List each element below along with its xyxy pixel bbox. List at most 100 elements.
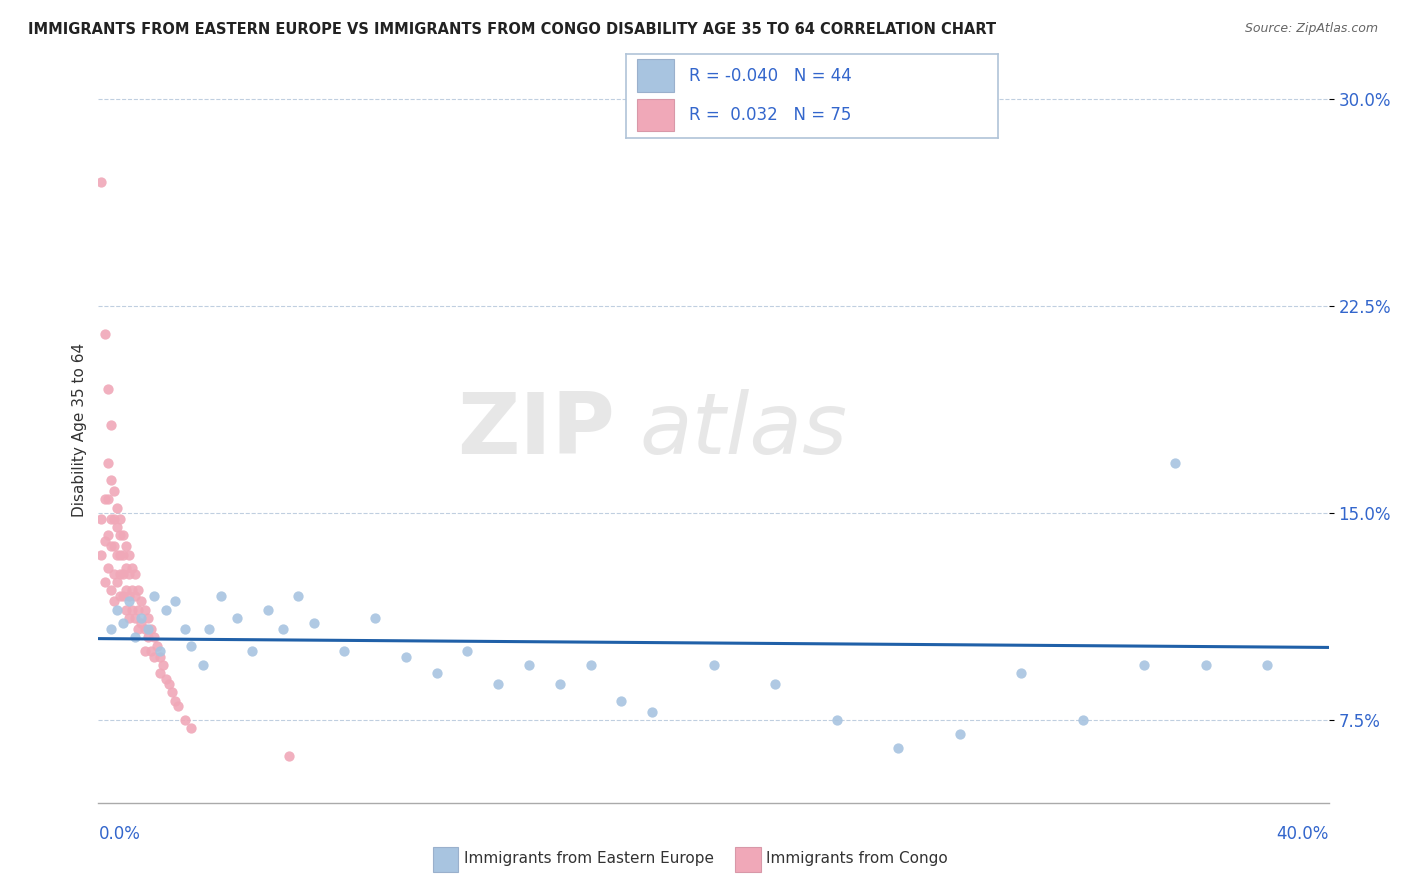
Point [517,657,540,672]
Point [131,611,153,625]
Point [579,657,602,672]
Point [142,589,165,603]
Point [108,528,131,542]
Point [121,561,143,575]
Text: 40.0%: 40.0% [1277,825,1329,843]
Point [167,699,190,714]
Point [486,677,509,691]
Point [108,548,131,562]
Point [426,666,449,681]
Point [90,548,112,562]
Point [93,533,115,548]
Bar [637,60,673,92]
Point [115,603,138,617]
Point [118,566,141,581]
Point [97,382,120,396]
Point [112,528,135,542]
Point [93,492,115,507]
Point [240,644,263,658]
Point [162,685,183,699]
Point [136,611,159,625]
Point [155,672,177,686]
Point [157,677,180,691]
Point [103,539,125,553]
Text: 0.0%: 0.0% [98,825,141,843]
Point [149,644,172,658]
Point [121,603,143,617]
Point [118,611,141,625]
Point [103,511,125,525]
Point [155,603,177,617]
Point [112,548,135,562]
Point [610,694,633,708]
Point [395,649,418,664]
Text: ZIP: ZIP [457,389,616,472]
Point [302,616,325,631]
Point [127,583,149,598]
Text: R = -0.040   N = 44: R = -0.040 N = 44 [689,67,852,85]
Text: Immigrants from Eastern Europe: Immigrants from Eastern Europe [464,851,714,865]
Point [146,639,169,653]
Point [105,603,128,617]
Text: R =  0.032   N = 75: R = 0.032 N = 75 [689,106,852,124]
Point [1256,657,1278,672]
Point [149,649,172,664]
Point [142,649,165,664]
Point [97,528,120,542]
Point [198,622,221,636]
Point [152,657,174,672]
Point [136,622,159,636]
Text: atlas: atlas [640,389,848,472]
Point [149,666,172,681]
Text: Immigrants from Congo: Immigrants from Congo [766,851,948,865]
Point [112,566,135,581]
Point [105,500,128,515]
Point [364,611,387,625]
Point [142,630,165,644]
Point [108,566,131,581]
Text: Source: ZipAtlas.com: Source: ZipAtlas.com [1244,22,1378,36]
Point [103,594,125,608]
Point [100,539,122,553]
Point [225,611,247,625]
Point [548,677,571,691]
Point [100,473,122,487]
Point [456,644,478,658]
Point [703,657,725,672]
Point [139,644,162,658]
Point [97,457,120,471]
Point [108,589,131,603]
Point [271,622,294,636]
Point [949,727,972,741]
Point [180,639,202,653]
Point [105,548,128,562]
Point [115,561,138,575]
Point [127,622,149,636]
Point [112,616,135,631]
Point [256,603,278,617]
Point [127,603,149,617]
Y-axis label: Disability Age 35 to 64: Disability Age 35 to 64 [72,343,87,517]
Point [112,589,135,603]
Point [124,589,146,603]
Point [165,694,187,708]
Text: IMMIGRANTS FROM EASTERN EUROPE VS IMMIGRANTS FROM CONGO DISABILITY AGE 35 TO 64 : IMMIGRANTS FROM EASTERN EUROPE VS IMMIGR… [28,22,997,37]
Point [763,677,786,691]
Point [90,175,112,189]
Point [191,657,214,672]
Point [97,492,120,507]
Point [211,589,233,603]
Point [121,583,143,598]
Point [134,644,156,658]
Point [173,622,195,636]
Point [173,713,195,727]
Point [90,511,112,525]
Point [1164,457,1187,471]
Point [100,622,122,636]
Point [131,616,153,631]
Point [105,520,128,534]
Point [93,326,115,341]
Point [1071,713,1094,727]
Point [887,740,910,755]
Point [641,705,664,719]
